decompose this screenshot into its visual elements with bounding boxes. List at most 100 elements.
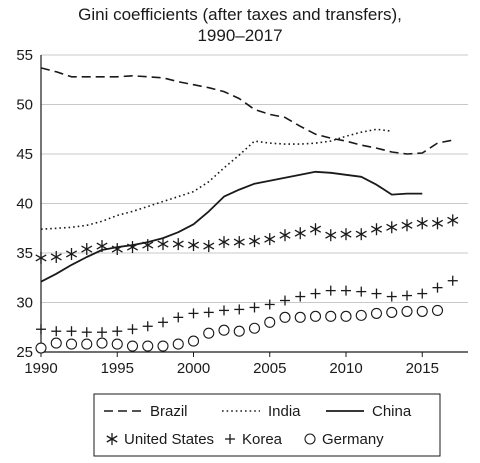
data-point-united-states	[187, 239, 200, 252]
data-point-korea	[356, 286, 367, 297]
data-point-germany	[35, 342, 47, 354]
data-point-germany	[126, 340, 139, 352]
data-point-korea	[432, 282, 443, 293]
legend-label-india: India	[268, 403, 301, 420]
legend-label-korea: Korea	[242, 431, 283, 448]
data-point-germany	[81, 338, 93, 350]
data-point-germany	[401, 305, 413, 317]
data-point-germany	[264, 316, 276, 328]
data-point-korea	[158, 317, 168, 328]
x-tick-label: 2010	[329, 360, 362, 377]
data-point-germany	[96, 337, 108, 349]
data-point-united-states	[111, 243, 123, 256]
data-point-united-states	[340, 228, 352, 241]
y-tick-label: 35	[16, 245, 33, 262]
data-point-united-states	[96, 240, 108, 253]
data-point-korea	[51, 326, 62, 337]
data-point-germany	[431, 304, 444, 316]
data-point-united-states	[35, 251, 47, 264]
y-tick-label: 40	[16, 196, 33, 213]
data-point-korea	[219, 305, 229, 316]
data-point-united-states	[370, 223, 383, 236]
data-point-united-states	[218, 236, 230, 249]
data-point-germany	[142, 340, 154, 352]
data-point-united-states	[126, 241, 139, 254]
data-point-korea	[81, 327, 92, 338]
legend-box	[93, 393, 441, 457]
data-point-korea	[234, 304, 245, 315]
data-point-united-states	[157, 238, 169, 251]
data-point-germany	[416, 305, 428, 317]
data-point-united-states	[248, 235, 261, 248]
data-point-korea	[188, 308, 199, 319]
data-point-germany	[157, 340, 169, 352]
data-point-united-states	[325, 229, 337, 242]
data-point-korea	[66, 326, 77, 337]
data-point-germany	[294, 311, 306, 323]
data-point-germany	[370, 307, 383, 319]
data-point-korea	[112, 326, 123, 337]
data-point-korea	[325, 285, 336, 296]
y-tick-label: 25	[16, 344, 33, 361]
data-point-korea	[402, 290, 412, 301]
data-point-korea	[417, 288, 428, 299]
data-point-korea	[97, 327, 107, 338]
legend-swatch-germany	[304, 433, 316, 445]
chart-title-block: Gini coefficients (after taxes and trans…	[0, 4, 480, 46]
legend-swatch-united-states	[106, 433, 118, 445]
data-point-korea	[386, 291, 397, 302]
data-point-korea	[264, 299, 275, 310]
data-point-korea	[341, 285, 351, 296]
data-point-germany	[187, 335, 200, 347]
data-point-korea	[371, 288, 382, 299]
data-point-germany	[203, 327, 215, 339]
data-point-united-states	[355, 228, 367, 241]
data-point-germany	[279, 311, 291, 323]
data-point-korea	[203, 307, 214, 318]
data-point-united-states	[447, 214, 459, 227]
legend-label-china: China	[372, 403, 412, 420]
data-point-germany	[386, 306, 398, 318]
data-point-united-states	[172, 238, 184, 251]
chart-title: Gini coefficients (after taxes and trans…	[78, 5, 402, 24]
data-point-united-states	[431, 217, 444, 230]
data-point-united-states	[416, 217, 428, 230]
data-point-united-states	[264, 233, 276, 246]
data-point-germany	[248, 322, 261, 334]
data-point-germany	[325, 310, 337, 322]
data-point-united-states	[279, 229, 291, 242]
x-tick-label: 2000	[177, 360, 210, 377]
data-point-united-states	[294, 227, 306, 240]
legend-label-united-states: United States	[124, 431, 214, 448]
series-line-india	[40, 128, 392, 230]
data-point-korea	[142, 321, 153, 332]
series-line-china	[40, 170, 423, 283]
data-point-korea	[127, 324, 138, 335]
data-point-united-states	[203, 240, 215, 253]
data-point-germany	[233, 325, 245, 337]
data-point-germany	[50, 337, 62, 349]
data-point-germany	[65, 338, 78, 350]
y-tick-label: 30	[16, 295, 33, 312]
data-point-korea	[310, 288, 321, 299]
data-point-germany	[111, 338, 123, 350]
legend-swatch-korea	[225, 434, 235, 444]
legend-label-brazil: Brazil	[150, 403, 188, 420]
data-point-germany	[172, 338, 184, 350]
y-tick-label: 50	[16, 97, 33, 114]
data-point-united-states	[401, 219, 413, 232]
data-point-korea	[447, 275, 458, 286]
series-line-brazil	[40, 67, 453, 155]
data-point-korea	[280, 295, 290, 306]
data-point-united-states	[50, 250, 62, 263]
chart-subtitle: 1990–2017	[197, 26, 283, 45]
x-tick-label: 2005	[253, 360, 286, 377]
data-point-united-states	[81, 243, 93, 256]
data-point-germany	[355, 309, 367, 321]
data-point-united-states	[142, 239, 154, 252]
data-point-korea	[36, 324, 46, 335]
data-point-korea	[295, 291, 306, 302]
y-tick-label: 55	[16, 47, 33, 64]
y-tick-label: 45	[16, 146, 33, 163]
